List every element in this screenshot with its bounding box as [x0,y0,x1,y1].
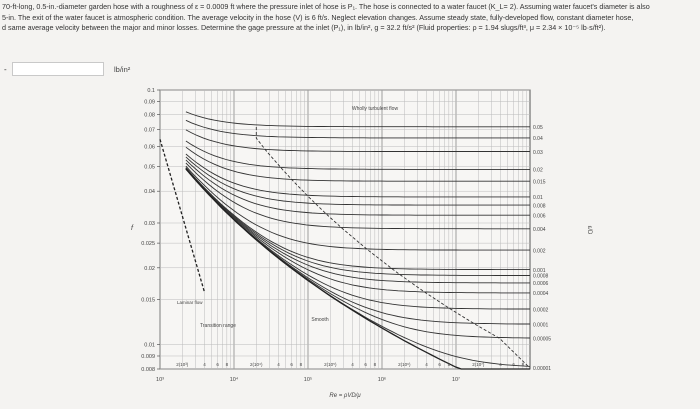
problem-statement: 70-ft-long, 0.5-in.-diameter garden hose… [2,2,698,34]
answer-row: - lb/in² [4,59,130,79]
roughness-curve [185,168,530,294]
problem-line-3: d same average velocity between the majo… [2,23,606,32]
re-axis-label: Re = ρVD/μ [329,393,361,399]
mantissa-label: 6 [290,362,293,367]
roughness-value-label: 0.0008 [533,274,549,280]
mantissa-label: 4 [499,362,502,367]
mantissa-label: 2(10³) [176,362,189,367]
decade-label: 10⁵ [304,376,312,383]
roughness-value-label: 0.0002 [533,307,549,313]
roughness-value-label: 0.04 [533,136,543,142]
laminar-flow-line [159,139,206,293]
y-tick-label: 0.02 [144,266,155,272]
roughness-value-label: 0.002 [533,248,546,254]
roughness-value-label: 0.00001 [533,366,551,372]
mantissa-label: 8 [374,362,377,367]
mantissa-label: 6 [438,362,441,367]
roughness-value-label: 0.015 [533,179,546,185]
y-tick-label: 0.009 [141,354,155,360]
roughness-value-label: 0.05 [533,125,543,131]
roughness-curve [185,129,530,152]
mantissa-label: 4 [203,362,206,367]
answer-input[interactable] [12,62,104,76]
y-tick-label: 0.05 [144,165,155,171]
transition-range-label: Transition range [200,323,236,329]
y-tick-label: 0.025 [141,241,155,247]
mantissa-label: 4 [277,362,280,367]
roughness-value-label: 0.03 [533,150,543,156]
roughness-value-label: 0.00005 [533,336,551,342]
roughness-value-label: 0.02 [533,168,543,174]
problem-line-2: 5-in. The exit of the water faucet is at… [2,12,634,22]
y-tick-label: 0.015 [141,298,155,304]
problem-line-1: 70-ft-long, 0.5-in.-diameter garden hose… [2,2,650,11]
y-tick-label: 0.06 [144,144,155,150]
roughness-curve [185,140,530,170]
mantissa-label: 8 [226,362,229,367]
smooth-pipe-curve [185,168,530,370]
y-tick-label: 0.04 [144,189,155,195]
roughness-value-label: 0.01 [533,195,543,201]
decade-label: 10⁷ [452,376,460,383]
mantissa-label: 6 [216,362,219,367]
y-tick-label: 0.1 [147,88,155,94]
roughness-curve [185,146,530,182]
rel-roughness-label: ε/D [586,226,592,235]
mantissa-label: 4 [425,362,428,367]
y-tick-label: 0.03 [144,221,155,227]
roughness-curve [185,111,530,128]
y-tick-label: 0.07 [144,127,155,133]
decade-label: 10³ [156,377,164,383]
decade-label: 10⁶ [378,376,386,383]
answer-prefix: - [4,64,7,74]
roughness-value-label: 0.006 [533,213,546,219]
mantissa-label: 8 [522,362,525,367]
mantissa-label: 2(10⁴) [250,362,263,367]
moody-chart: 0.1 0.09 0.08 0.07 0.06 0.05 0.04 0.03 0.025 0.02… [120,80,600,409]
roughness-value-label: 0.001 [533,268,546,274]
mantissa-label: 4 [351,362,354,367]
roughness-value-label: 0.0006 [533,281,549,287]
roughness-curve [185,167,530,271]
wholly-turbulent-label: Wholly turbulent flow [352,106,399,112]
roughness-curve [185,159,530,216]
answer-unit: lb/in² [114,64,131,74]
roughness-curve [185,153,530,198]
smooth-label: Smooth [311,317,328,323]
laminar-flow-label: Laminar flow [177,300,203,305]
roughness-curve [185,167,530,276]
f-axis-label: f [131,225,134,232]
mantissa-label: 6 [364,362,367,367]
mantissa-label: 8 [448,362,451,367]
mantissa-label: 2(10⁷) [472,362,485,367]
mantissa-label: 2(10⁶) [398,362,411,367]
roughness-curve [185,119,530,139]
y-tick-label: 0.008 [141,367,155,373]
roughness-value-label: 0.0001 [533,322,549,328]
roughness-curve [185,167,530,284]
y-tick-label: 0.01 [144,342,155,348]
plot-frame [159,89,531,370]
roughness-value-label: 0.0004 [533,291,549,297]
decade-label: 10⁴ [230,376,239,383]
moody-diagram: 0.1 0.09 0.08 0.07 0.06 0.05 0.04 0.03 0.025 0.02… [131,88,592,399]
wholly-turbulent-boundary [255,127,531,369]
roughness-value-label: 0.008 [533,203,546,209]
y-tick-label: 0.08 [144,113,155,119]
roughness-curve [185,156,530,206]
mantissa-label: 6 [512,362,515,367]
mantissa-label: 2(10⁵) [324,362,337,367]
roughness-curve [185,165,530,251]
y-tick-label: 0.09 [144,100,155,106]
roughness-value-label: 0.004 [533,227,546,233]
roughness-curve [185,162,530,230]
mantissa-label: 8 [300,362,303,367]
